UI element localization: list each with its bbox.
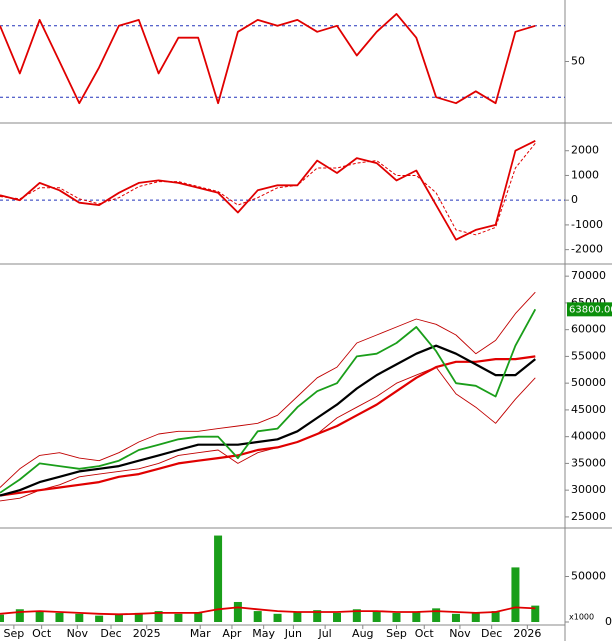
volume-bar <box>174 613 183 622</box>
volume-bar <box>154 611 163 622</box>
x-tick-label: Dec <box>100 627 121 640</box>
x-tick-label: Sep <box>4 627 25 640</box>
volume-bar <box>511 567 520 622</box>
y-tick-label: 0 <box>605 615 612 628</box>
last-value-label: 63800.00 <box>569 304 612 315</box>
y-tick-label: 50000 <box>571 376 606 389</box>
x-tick-label: Nov <box>449 627 471 640</box>
x-tick-label: Dec <box>481 627 502 640</box>
volume-bar <box>392 612 401 622</box>
volume-bar <box>233 601 242 622</box>
unit-label: x1000 <box>569 613 594 622</box>
y-tick-label: 70000 <box>571 269 606 282</box>
last-value-box <box>567 302 612 317</box>
volume-bar <box>0 614 4 622</box>
series-line <box>0 366 536 502</box>
volume-bar <box>15 609 24 622</box>
volume-bar <box>531 605 540 622</box>
volume-bar <box>75 613 84 622</box>
volume-bar <box>214 535 223 622</box>
y-tick-label: -2000 <box>571 243 603 256</box>
y-tick-label: 2000 <box>571 144 599 157</box>
volume-bar <box>194 612 203 622</box>
x-tick-label: 2025 <box>133 627 161 640</box>
volume-bar <box>451 613 460 622</box>
x-tick-label: Apr <box>222 627 242 640</box>
y-tick-label: 0 <box>571 193 578 206</box>
volume-bar <box>372 611 381 622</box>
y-tick-label: 50 <box>571 55 585 68</box>
x-tick-label: Oct <box>415 627 435 640</box>
x-tick-label: 2026 <box>513 627 541 640</box>
y-tick-label: 55000 <box>571 349 606 362</box>
volume-bar <box>491 611 500 622</box>
x-tick-label: Oct <box>32 627 52 640</box>
y-tick-label: 25000 <box>571 510 606 523</box>
x-tick-label: May <box>252 627 275 640</box>
series-line <box>0 606 536 616</box>
volume-bar <box>293 611 302 622</box>
x-tick-label: Nov <box>67 627 89 640</box>
y-tick-label: 45000 <box>571 403 606 416</box>
volume-bar <box>253 611 262 622</box>
volume-bar <box>412 611 421 622</box>
volume-bar <box>134 612 143 622</box>
x-tick-label: Aug <box>352 627 373 640</box>
x-tick-label: Sep <box>386 627 407 640</box>
series-line <box>0 291 536 488</box>
volume-bar <box>333 612 342 622</box>
volume-bar <box>273 613 282 622</box>
series-line <box>0 142 536 236</box>
series-line <box>0 139 536 241</box>
volume-bar <box>114 614 123 622</box>
series-line <box>0 355 536 497</box>
volume-bar <box>95 615 104 622</box>
x-tick-label: Jun <box>284 627 302 640</box>
series-line <box>0 13 536 105</box>
volume-bar <box>432 608 441 622</box>
y-tick-label: -1000 <box>571 218 603 231</box>
series-line <box>0 308 537 494</box>
x-tick-label: Jul <box>317 627 331 640</box>
y-tick-label: 40000 <box>571 430 606 443</box>
volume-bar <box>35 611 44 622</box>
y-tick-label: 1000 <box>571 168 599 181</box>
y-tick-label: 50000 <box>571 570 606 583</box>
y-tick-label: 60000 <box>571 323 606 336</box>
series-line <box>0 344 536 497</box>
volume-bar <box>313 610 322 622</box>
y-tick-label: 35000 <box>571 456 606 469</box>
x-tick-label: Mar <box>190 627 211 640</box>
volume-bar <box>55 612 64 622</box>
volume-bar <box>352 609 361 622</box>
y-tick-label: 30000 <box>571 483 606 496</box>
volume-bar <box>471 612 480 622</box>
